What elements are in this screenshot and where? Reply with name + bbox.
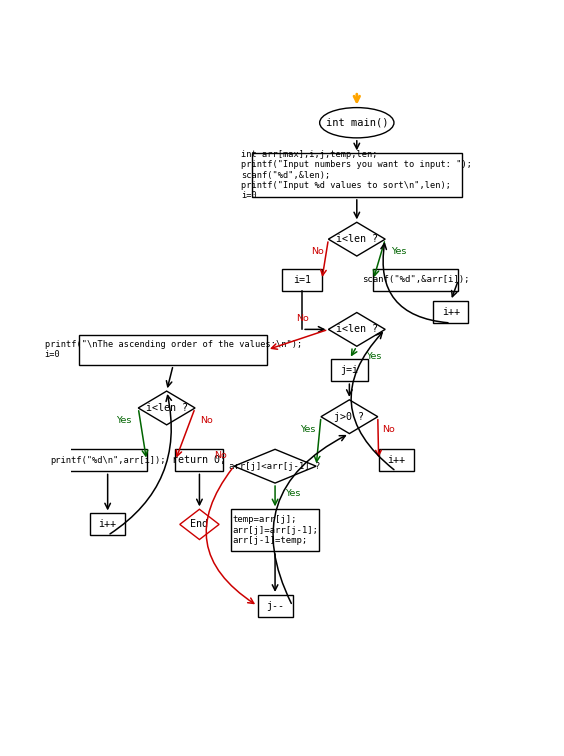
- Text: Yes: Yes: [300, 425, 315, 434]
- Text: No: No: [296, 314, 309, 324]
- Text: No: No: [214, 451, 227, 460]
- FancyBboxPatch shape: [283, 269, 322, 291]
- Polygon shape: [138, 391, 195, 425]
- Text: Yes: Yes: [391, 247, 406, 256]
- Text: int arr[max],i,j,temp,len;
printf("Input numbers you want to input: ");
scanf("%: int arr[max],i,j,temp,len; printf("Input…: [241, 150, 472, 200]
- Text: Yes: Yes: [117, 417, 132, 426]
- FancyBboxPatch shape: [231, 510, 319, 551]
- Text: return 0;: return 0;: [173, 455, 226, 466]
- FancyBboxPatch shape: [373, 269, 459, 291]
- FancyBboxPatch shape: [79, 335, 267, 365]
- Polygon shape: [234, 449, 316, 483]
- Text: Yes: Yes: [365, 352, 381, 361]
- Text: temp=arr[j];
arr[j]=arr[j-1];
arr[j-1]=temp;: temp=arr[j]; arr[j]=arr[j-1]; arr[j-1]=t…: [232, 516, 318, 545]
- Text: No: No: [382, 425, 395, 434]
- Text: scanf("%d",&arr[i]);: scanf("%d",&arr[i]);: [362, 275, 470, 284]
- Polygon shape: [321, 400, 378, 434]
- FancyBboxPatch shape: [258, 595, 293, 617]
- Text: i++: i++: [387, 455, 405, 466]
- Polygon shape: [180, 510, 219, 540]
- Text: j=i: j=i: [340, 365, 358, 375]
- FancyBboxPatch shape: [331, 359, 368, 381]
- Text: End: End: [191, 519, 209, 529]
- Text: j>0 ?: j>0 ?: [334, 412, 364, 422]
- Text: No: No: [200, 417, 213, 426]
- Text: i<len ?: i<len ?: [336, 324, 378, 334]
- Text: printf("%d\n",arr[i]);: printf("%d\n",arr[i]);: [50, 456, 165, 465]
- Polygon shape: [328, 222, 385, 256]
- Text: j--: j--: [266, 601, 284, 611]
- Text: printf("\nThe ascending order of the values:\n");
i=0: printf("\nThe ascending order of the val…: [45, 340, 302, 359]
- Text: i<len ?: i<len ?: [146, 403, 188, 413]
- Text: i<len ?: i<len ?: [336, 234, 378, 244]
- Text: i++: i++: [442, 307, 460, 317]
- Text: i=1: i=1: [293, 275, 311, 285]
- FancyBboxPatch shape: [175, 449, 223, 472]
- FancyBboxPatch shape: [433, 301, 468, 323]
- Text: int main(): int main(): [325, 118, 388, 128]
- Polygon shape: [328, 312, 385, 346]
- Text: i++: i++: [99, 519, 117, 529]
- Text: Yes: Yes: [285, 489, 300, 498]
- FancyBboxPatch shape: [90, 513, 125, 535]
- FancyBboxPatch shape: [69, 449, 147, 472]
- FancyBboxPatch shape: [378, 449, 413, 472]
- FancyBboxPatch shape: [252, 153, 462, 197]
- Text: No: No: [311, 247, 324, 256]
- Text: arr[j]<arr[j-1] ?: arr[j]<arr[j-1] ?: [230, 462, 321, 471]
- Ellipse shape: [320, 107, 394, 138]
